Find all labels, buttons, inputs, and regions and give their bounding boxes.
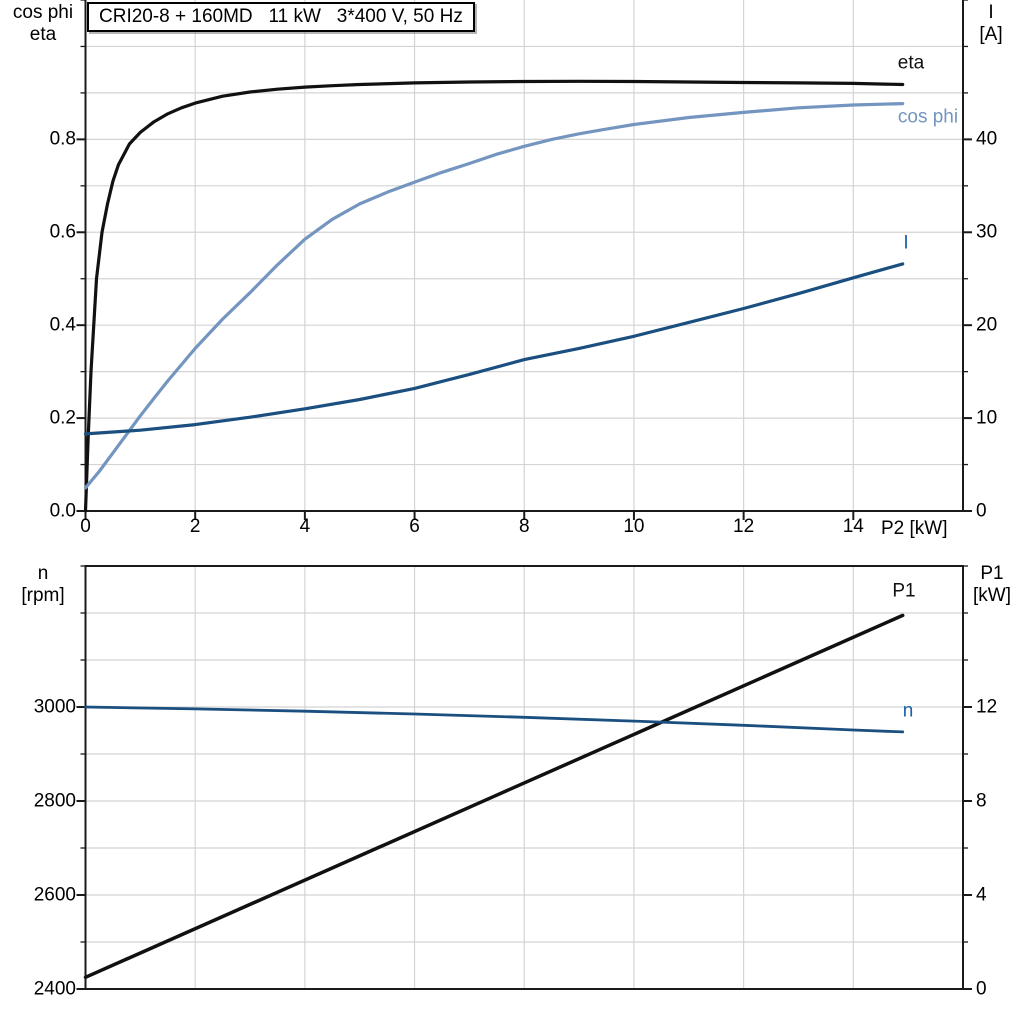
left-axis-tick-label: 0.6 [49, 221, 76, 243]
left-axis-tick-label: 0.4 [49, 314, 76, 336]
x-axis-tick-label: 12 [733, 516, 755, 537]
axis-header-speed-unit: [rpm] [21, 585, 65, 606]
right-axis-tick-label: 8 [976, 790, 987, 812]
x-axis-tick-label: 6 [409, 516, 420, 537]
curve-label-n: n [902, 700, 914, 722]
axis-header-p1: P1 [980, 563, 1004, 584]
curve-label-cos-phi: cos phi [897, 106, 959, 128]
left-axis-tick-label: 2800 [33, 790, 76, 812]
top-right-axis-header: I [A] [964, 2, 1018, 46]
left-axis-tick-label: 2400 [33, 978, 76, 1000]
curve-eta [83, 79, 905, 513]
axis-header-current: I [988, 2, 994, 23]
chart-title: CRI20-8 + 160MD 11 kW 3*400 V, 50 Hz [87, 2, 475, 32]
bottom-left-axis-header: n [rpm] [6, 563, 80, 607]
axis-header-p1-unit: [kW] [973, 585, 1011, 606]
left-axis-tick-label: 0.0 [49, 500, 76, 522]
curve-P1 [83, 613, 905, 980]
curve-label-eta: eta [897, 52, 925, 74]
right-axis-tick-label: 40 [976, 128, 998, 150]
curve-I [83, 262, 905, 436]
bottom-right-axis-header: P1 [kW] [964, 563, 1020, 607]
left-axis-tick-label: 3000 [33, 696, 76, 718]
x-axis-tick-label: 10 [623, 516, 645, 537]
right-axis-tick-label: 20 [976, 314, 998, 336]
curve-label-I: I [903, 232, 909, 254]
curve-label-P1: P1 [892, 580, 916, 602]
right-axis-tick-label: 12 [976, 696, 998, 718]
left-axis-tick-label: 0.2 [49, 407, 76, 429]
left-axis-tick-label: 0.8 [49, 128, 76, 150]
x-axis-tick-label: 8 [518, 516, 530, 537]
left-axis-tick-label: 2600 [33, 884, 76, 906]
right-axis-tick-label: 4 [976, 884, 987, 906]
right-axis-tick-label: 10 [976, 407, 998, 429]
right-axis-tick-label: 30 [976, 221, 998, 243]
x-axis-tick-label: 0 [80, 516, 91, 537]
axis-header-eta: eta [29, 24, 57, 45]
x-axis-tick-label: 2 [189, 516, 201, 537]
axis-header-speed: n [37, 563, 49, 584]
axis-header-cosphi: cos phi [12, 2, 74, 23]
curve-cos-phi [83, 101, 905, 490]
right-axis-tick-label: 0 [976, 978, 987, 1000]
x-axis-tick-label: 14 [842, 516, 864, 537]
axis-header-current-unit: [A] [979, 24, 1003, 45]
curve-n [84, 705, 905, 734]
right-axis-tick-label: 0 [976, 500, 987, 522]
top-left-axis-header: cos phi eta [6, 2, 80, 46]
x-axis-title: P2 [kW] [881, 518, 948, 539]
x-axis-tick-label: 4 [299, 516, 311, 537]
